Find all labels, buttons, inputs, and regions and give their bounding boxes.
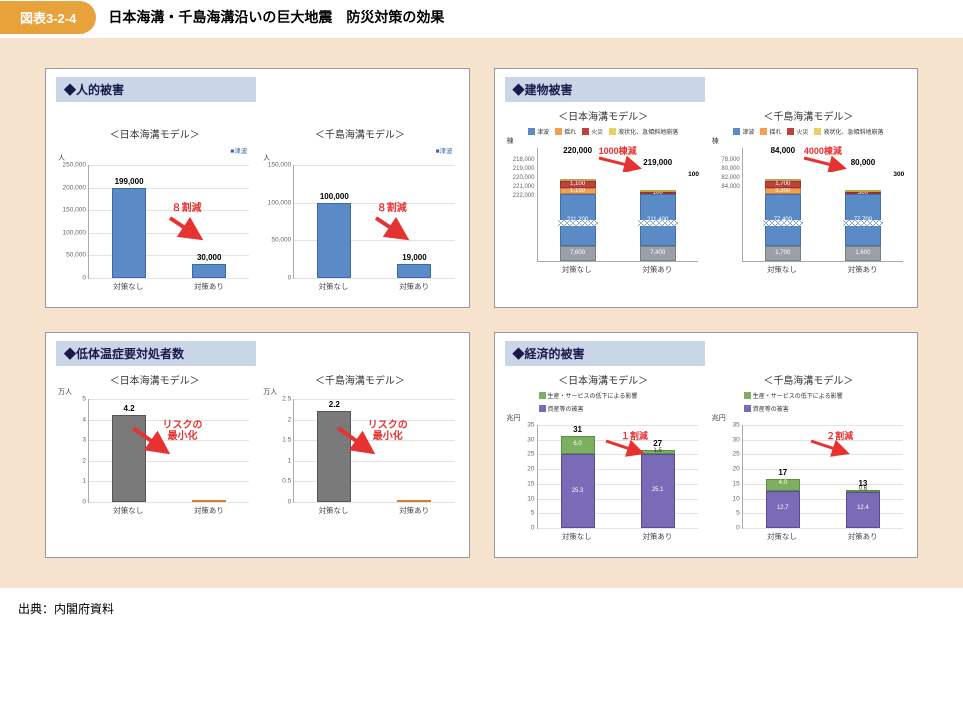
x-label: 対策なし — [742, 264, 823, 280]
plot-area: 218,000219,000220,000221,000222,000220,0… — [537, 148, 698, 262]
legend: 津波揺れ火災液状化、急傾斜地崩落 — [710, 127, 907, 140]
x-label: 対策あり — [822, 531, 903, 547]
figure-header: 図表3-2-4 日本海溝・千島海溝沿いの巨大地震 防災対策の効果 — [0, 0, 963, 34]
model-label: ＜千島海溝モデル＞ — [261, 372, 458, 387]
figure-number-badge: 図表3-2-4 — [0, 1, 96, 34]
model-label: ＜千島海溝モデル＞ — [710, 372, 907, 387]
chart-buildings-a: ＜日本海溝モデル＞ 津波揺れ火災液状化、急傾斜地崩落 棟 218,000219,… — [505, 108, 702, 280]
panel-buildings: ◆建物被害 ＜日本海溝モデル＞ 津波揺れ火災液状化、急傾斜地崩落 棟 218,0… — [494, 68, 919, 308]
panel-title: ◆建物被害 — [505, 77, 705, 102]
legend: ■津波 — [56, 145, 253, 155]
reduction-annotation: ８割減 — [166, 199, 206, 244]
chart-hypothermia-b: ＜千島海溝モデル＞ 万人 00.511.522.52.2 対策なし 対策あり リ… — [261, 372, 458, 521]
panel-casualties: ◆人的被害 ＜日本海溝モデル＞ ■津波 人 050,000100,000150,… — [45, 68, 470, 308]
y-unit: 兆円 — [712, 413, 726, 423]
panel-hypothermia: ◆低体温症要対処者数 ＜日本海溝モデル＞ 万人 0123454.2 対策なし 対… — [45, 332, 470, 558]
model-label: ＜日本海溝モデル＞ — [505, 108, 702, 123]
chart-casualties-b: ＜千島海溝モデル＞ ■津波 人 050,000100,000150,000100… — [261, 126, 458, 297]
chart-buildings-b: ＜千島海溝モデル＞ 津波揺れ火災液状化、急傾斜地崩落 棟 78,00080,00… — [710, 108, 907, 280]
model-label: ＜千島海溝モデル＞ — [710, 108, 907, 123]
x-label: 対策あり — [169, 281, 250, 297]
risk-annotation: リスクの最小化 — [163, 420, 203, 442]
y-unit: 棟 — [712, 136, 719, 146]
chart-economic-b: ＜千島海溝モデル＞ 生産・サービスの低下による影響資産等の被害 兆円 05101… — [710, 372, 907, 547]
x-label: 対策なし — [293, 505, 374, 521]
x-label: 対策あり — [374, 505, 455, 521]
legend: 生産・サービスの低下による影響資産等の被害 — [710, 391, 907, 417]
x-label: 対策なし — [537, 264, 618, 280]
figure-title: 日本海溝・千島海溝沿いの巨大地震 防災対策の効果 — [108, 7, 444, 27]
x-label: 対策なし — [742, 531, 823, 547]
model-label: ＜日本海溝モデル＞ — [505, 372, 702, 387]
x-label: 対策あり — [617, 531, 698, 547]
x-label: 対策あり — [617, 264, 698, 280]
legend: 津波揺れ火災液状化、急傾斜地崩落 — [505, 127, 702, 140]
chart-hypothermia-a: ＜日本海溝モデル＞ 万人 0123454.2 対策なし 対策あり リスクの最小化 — [56, 372, 253, 521]
x-label: 対策あり — [169, 505, 250, 521]
chart-economic-a: ＜日本海溝モデル＞ 生産・サービスの低下による影響資産等の被害 兆円 05101… — [505, 372, 702, 547]
panel-economic: ◆経済的被害 ＜日本海溝モデル＞ 生産・サービスの低下による影響資産等の被害 兆… — [494, 332, 919, 558]
x-label: 対策なし — [537, 531, 618, 547]
panel-title: ◆低体温症要対処者数 — [56, 341, 256, 366]
x-label: 対策なし — [88, 505, 169, 521]
x-label: 対策あり — [374, 281, 455, 297]
risk-annotation: リスクの最小化 — [368, 420, 408, 442]
model-label: ＜千島海溝モデル＞ — [261, 126, 458, 141]
x-label: 対策なし — [293, 281, 374, 297]
x-label: 対策あり — [822, 264, 903, 280]
panel-title: ◆人的被害 — [56, 77, 256, 102]
plot-area: 78,00080,00082,00084,00084,0004000棟減80,0… — [742, 148, 903, 262]
model-label: ＜日本海溝モデル＞ — [56, 126, 253, 141]
chart-casualties-a: ＜日本海溝モデル＞ ■津波 人 050,000100,000150,000200… — [56, 126, 253, 297]
x-label: 対策なし — [88, 281, 169, 297]
plot-area: 0510152025303512.74.01712.40.613２割減 — [742, 425, 903, 529]
model-label: ＜日本海溝モデル＞ — [56, 372, 253, 387]
legend: ■津波 — [261, 145, 458, 155]
legend: 生産・サービスの低下による影響資産等の被害 — [505, 391, 702, 417]
plot-area: 0510152025303525.36.03125.11.527１割減 — [537, 425, 698, 529]
figure-canvas: ◆人的被害 ＜日本海溝モデル＞ ■津波 人 050,000100,000150,… — [0, 38, 963, 588]
y-unit: 棟 — [507, 136, 514, 146]
reduction-annotation: ８割減 — [372, 199, 412, 244]
y-unit: 万人 — [263, 387, 277, 397]
y-unit: 兆円 — [507, 413, 521, 423]
y-unit: 万人 — [58, 387, 72, 397]
source-citation: 出典：内閣府資料 — [18, 600, 963, 617]
panel-title: ◆経済的被害 — [505, 341, 705, 366]
